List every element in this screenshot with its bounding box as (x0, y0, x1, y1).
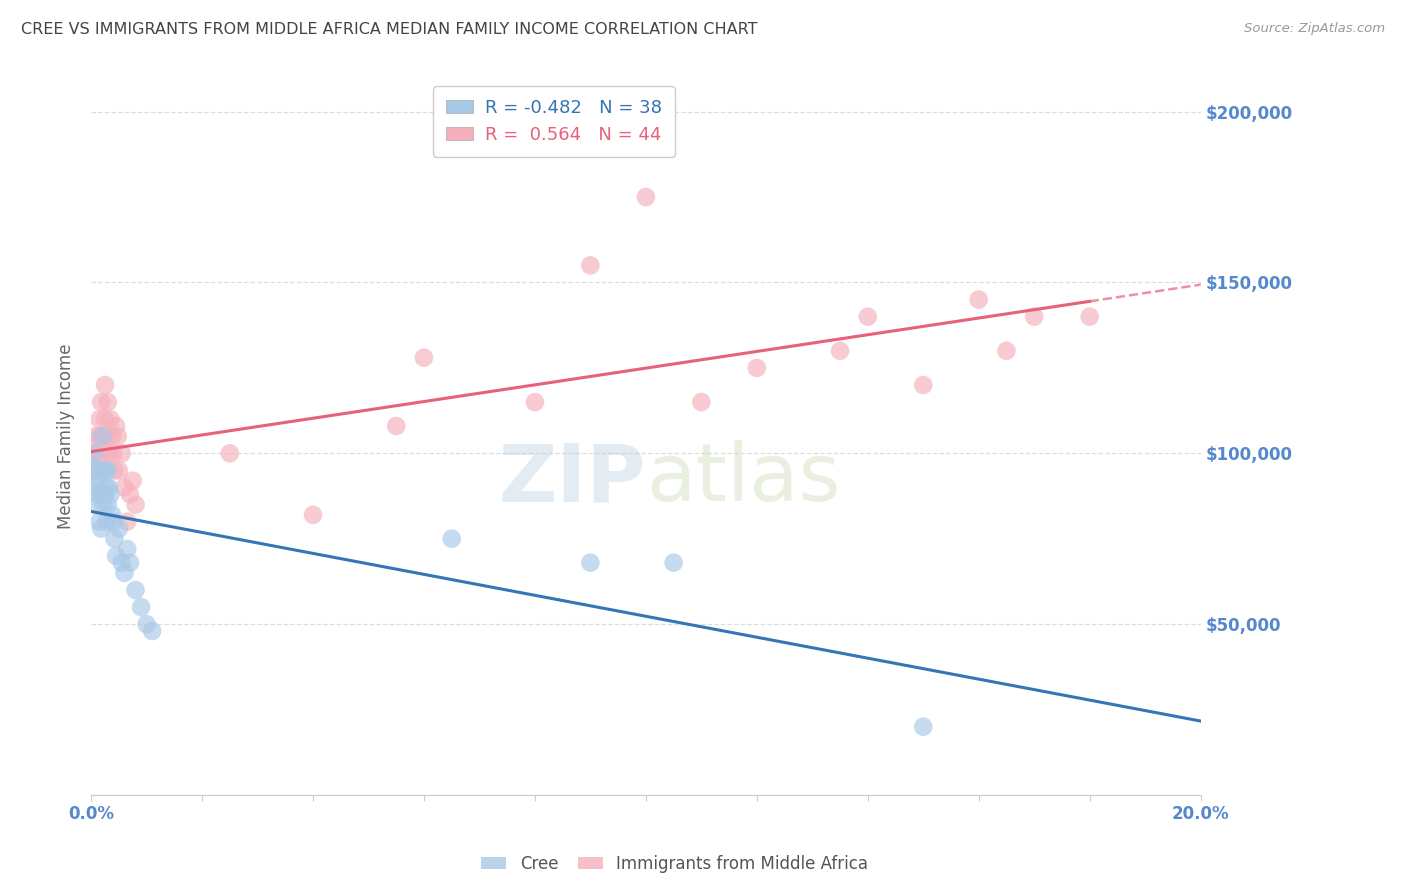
Point (90, 522, 112, 536)
Point (89, 412, 111, 426)
Point (118, 556, 141, 570)
Point (83, 446, 105, 460)
Point (218, 446, 240, 460)
Point (101, 508, 124, 522)
Point (91, 463, 114, 477)
Point (89, 429, 111, 443)
Point (114, 566, 136, 580)
Point (83, 463, 105, 477)
Point (100, 412, 122, 426)
Point (105, 549, 128, 563)
Point (94, 487, 117, 501)
Point (91, 429, 114, 443)
Point (124, 582, 146, 597)
Point (115, 541, 138, 556)
Point (124, 498, 146, 512)
Point (413, 351, 436, 365)
Point (995, 343, 1018, 358)
Point (129, 600, 152, 615)
Point (912, 720, 935, 734)
Legend: R = -0.482   N = 38, R =  0.564   N = 44: R = -0.482 N = 38, R = 0.564 N = 44 (433, 87, 675, 157)
Point (103, 532, 125, 546)
Point (107, 429, 129, 443)
Point (90, 395, 112, 409)
Point (89, 474, 111, 488)
Point (108, 463, 131, 477)
Point (93, 498, 115, 512)
Point (912, 378, 935, 392)
Point (83, 446, 105, 460)
Y-axis label: Median Family Income: Median Family Income (58, 343, 75, 529)
Point (97, 481, 120, 495)
Point (87, 498, 110, 512)
Legend: Cree, Immigrants from Middle Africa: Cree, Immigrants from Middle Africa (475, 848, 875, 880)
Point (100, 487, 122, 501)
Point (101, 429, 124, 443)
Point (111, 446, 134, 460)
Point (97, 463, 120, 477)
Point (967, 293, 990, 307)
Point (108, 522, 131, 536)
Point (103, 446, 125, 460)
Point (97, 446, 120, 460)
Point (579, 556, 602, 570)
Point (97, 498, 120, 512)
Point (1078, 310, 1101, 324)
Point (93, 446, 115, 460)
Point (105, 419, 128, 434)
Text: Source: ZipAtlas.com: Source: ZipAtlas.com (1244, 22, 1385, 36)
Point (84, 429, 107, 443)
Point (96, 515, 118, 529)
Point (94, 378, 117, 392)
Point (86, 487, 108, 501)
Point (690, 395, 713, 409)
Point (111, 556, 134, 570)
Text: ZIP: ZIP (499, 441, 645, 518)
Point (91, 429, 114, 443)
Point (103, 463, 125, 477)
Point (86, 463, 108, 477)
Point (121, 474, 143, 488)
Point (97, 395, 120, 409)
Point (94, 463, 117, 477)
Point (96, 481, 118, 495)
Point (118, 487, 141, 501)
Point (115, 515, 138, 529)
Text: atlas: atlas (645, 441, 841, 518)
Point (89, 515, 111, 529)
Point (440, 532, 463, 546)
Point (579, 259, 602, 273)
Point (86, 463, 108, 477)
Point (856, 310, 879, 324)
Text: CREE VS IMMIGRANTS FROM MIDDLE AFRICA MEDIAN FAMILY INCOME CORRELATION CHART: CREE VS IMMIGRANTS FROM MIDDLE AFRICA ME… (21, 22, 758, 37)
Point (84, 481, 107, 495)
Point (634, 190, 657, 204)
Point (135, 617, 157, 632)
Point (96, 429, 118, 443)
Point (302, 508, 325, 522)
Point (103, 515, 125, 529)
Point (90, 487, 112, 501)
Point (828, 343, 851, 358)
Point (93, 463, 115, 477)
Point (745, 360, 768, 375)
Point (114, 481, 136, 495)
Point (87, 446, 110, 460)
Point (385, 419, 408, 434)
Point (1024, 310, 1046, 324)
Point (94, 412, 117, 426)
Point (141, 624, 163, 638)
Point (662, 556, 685, 570)
Point (523, 395, 546, 409)
